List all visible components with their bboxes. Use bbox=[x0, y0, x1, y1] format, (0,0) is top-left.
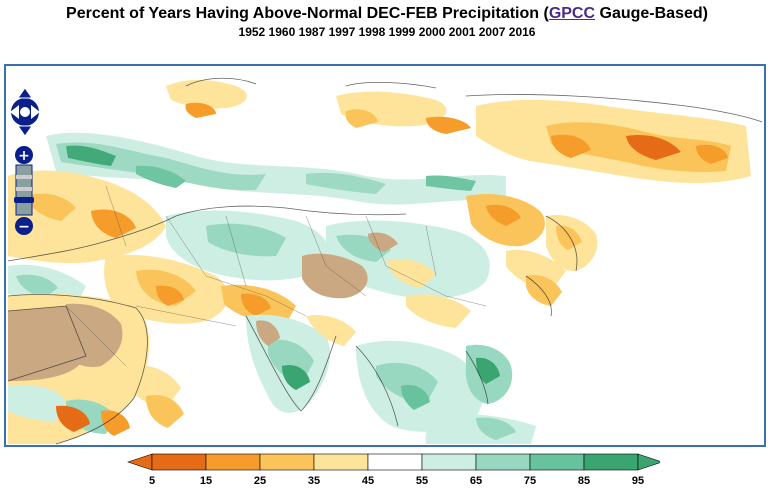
legend-tick-label: 55 bbox=[416, 475, 428, 487]
pan-down-icon[interactable] bbox=[17, 125, 33, 137]
country-borders bbox=[65, 185, 487, 367]
legend-tick-label: 15 bbox=[200, 475, 212, 487]
legend-tick-label: 45 bbox=[362, 475, 374, 487]
africa-region bbox=[8, 293, 184, 444]
legend-swatch bbox=[583, 453, 639, 471]
zoom-in-button[interactable] bbox=[15, 146, 33, 164]
legend-tick-label: 85 bbox=[578, 475, 590, 487]
map-viewport[interactable] bbox=[4, 64, 766, 447]
legend-tick-label: 35 bbox=[308, 475, 320, 487]
europe-region bbox=[8, 170, 166, 306]
legend-arrow-low bbox=[127, 453, 153, 471]
legend-arrow-high bbox=[637, 453, 660, 471]
legend-tick-label: 5 bbox=[149, 475, 155, 487]
title-prefix: Percent of Years Having Above-Normal DEC… bbox=[66, 5, 549, 22]
southeast-asia-region bbox=[356, 340, 536, 444]
zoom-slider-handle[interactable] bbox=[14, 197, 34, 203]
wet-band-north bbox=[46, 132, 506, 205]
color-legend: 5 15 25 35 45 55 65 75 85 95 bbox=[127, 453, 660, 487]
india-region bbox=[246, 314, 356, 413]
legend-swatch bbox=[367, 453, 423, 471]
zoom-out-button[interactable] bbox=[15, 217, 33, 235]
pan-left-icon[interactable] bbox=[10, 105, 19, 119]
legend-tick-label: 95 bbox=[632, 475, 644, 487]
legend-tick-label: 65 bbox=[470, 475, 482, 487]
pan-right-icon[interactable] bbox=[31, 105, 40, 119]
title-suffix: Gauge-Based) bbox=[595, 5, 708, 22]
years-subtitle: 1952 1960 1987 1997 1998 1999 2000 2001 … bbox=[238, 25, 536, 39]
precipitation-map[interactable] bbox=[6, 66, 764, 445]
zoom-in-icon: + bbox=[18, 148, 30, 164]
map-title: Percent of Years Having Above-Normal DEC… bbox=[0, 4, 774, 24]
legend-swatches bbox=[127, 453, 660, 471]
dry-patches-north bbox=[166, 79, 751, 183]
legend-swatch bbox=[421, 453, 477, 471]
legend-swatch bbox=[529, 453, 585, 471]
zoom-control[interactable]: + − bbox=[12, 145, 36, 237]
legend-swatch bbox=[313, 453, 369, 471]
pan-up-icon[interactable] bbox=[17, 87, 33, 99]
pan-center-icon bbox=[20, 107, 30, 117]
china-region bbox=[302, 193, 566, 328]
zoom-tick bbox=[16, 187, 32, 191]
legend-swatch bbox=[205, 453, 261, 471]
legend-swatch bbox=[475, 453, 531, 471]
legend-swatch bbox=[151, 453, 207, 471]
legend-labels: 5 15 25 35 45 55 65 75 85 95 bbox=[149, 475, 644, 487]
legend-tick-label: 75 bbox=[524, 475, 536, 487]
legend-swatch bbox=[259, 453, 315, 471]
zoom-tick bbox=[16, 175, 32, 179]
pan-control[interactable] bbox=[8, 86, 42, 138]
coastlines bbox=[7, 77, 763, 445]
legend-tick-label: 25 bbox=[254, 475, 266, 487]
gpcc-link[interactable]: GPCC bbox=[548, 5, 596, 22]
zoom-out-icon: − bbox=[18, 219, 30, 235]
